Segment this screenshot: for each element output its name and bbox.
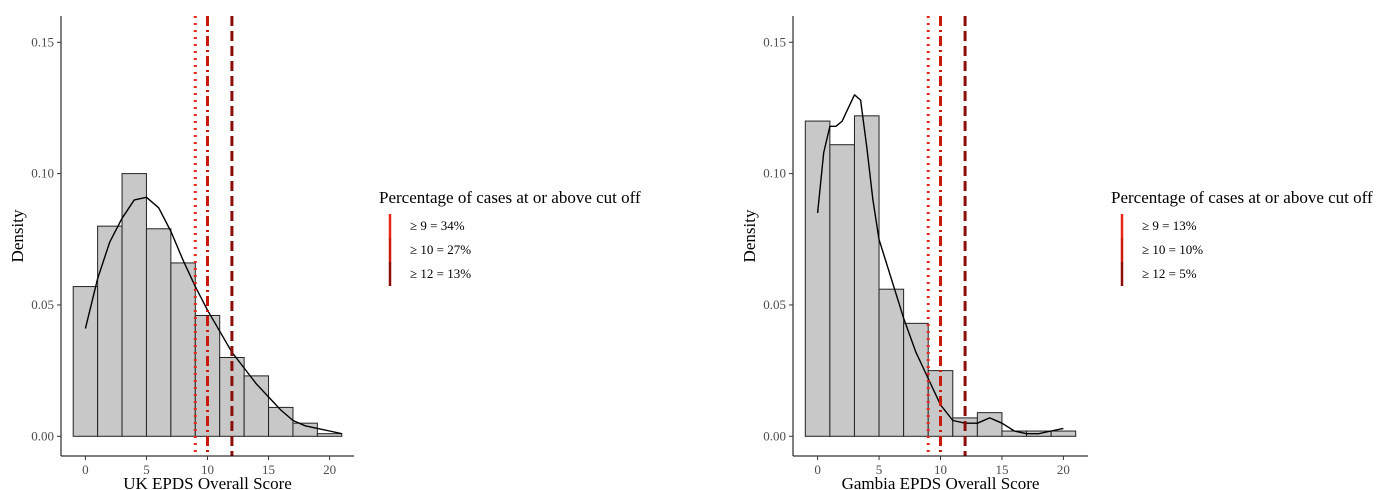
- y-tick-label: 0.05: [31, 297, 54, 312]
- x-tick-label: 15: [262, 462, 275, 477]
- x-tick-label: 10: [934, 462, 947, 477]
- legend-title: Percentage of cases at or above cut off: [1111, 188, 1373, 207]
- y-tick-label: 0.10: [31, 166, 54, 181]
- x-axis-title: UK EPDS Overall Score: [123, 474, 292, 490]
- histogram-bar: [72, 286, 99, 437]
- density-curve: [816, 94, 1064, 435]
- chart-panel-1: 0.00 0.05 0.10 0.15 0 5 10 15 20 UK EPDS Overall …: [8, 16, 641, 490]
- histogram-bar: [853, 115, 880, 437]
- histogram-bar: [316, 433, 343, 437]
- x-tick-label: 0: [814, 462, 821, 477]
- x-tick-label: 20: [1057, 462, 1070, 477]
- histogram-bar: [145, 228, 172, 437]
- histogram-bar: [976, 412, 1003, 437]
- x-tick-label: 0: [82, 462, 89, 477]
- histogram-bar: [1001, 430, 1028, 437]
- legend: Percentage of cases at or above cut off ≥…: [1111, 188, 1373, 286]
- y-tick-label: 0.00: [31, 428, 54, 443]
- y-axis-title: Density: [740, 209, 759, 262]
- histogram-bar: [121, 173, 147, 437]
- histogram-bar: [243, 375, 270, 437]
- histogram-bar: [829, 144, 855, 437]
- legend-entry: ≥ 12 = 5%: [1142, 266, 1197, 281]
- legend-entry: ≥ 12 = 13%: [410, 266, 471, 281]
- legend-entry: ≥ 9 = 34%: [410, 218, 465, 233]
- chart-panel-2: 0.00 0.05 0.10 0.15 0 5 10 15 20 Gambia EPDS Over…: [740, 16, 1373, 490]
- y-tick-label: 0.05: [763, 297, 786, 312]
- y-tick-label: 0.00: [763, 428, 786, 443]
- x-tick-label: 15: [995, 462, 1008, 477]
- x-axis-title: Gambia EPDS Overall Score: [842, 474, 1040, 490]
- histogram-bar: [170, 262, 196, 437]
- x-tick-label: 20: [323, 462, 336, 477]
- histogram-bar: [97, 225, 123, 437]
- legend-title: Percentage of cases at or above cut off: [379, 188, 641, 207]
- histogram-bar: [804, 120, 831, 437]
- y-tick-label: 0.10: [763, 166, 786, 181]
- density-curve: [84, 196, 342, 435]
- legend-entry: ≥ 10 = 10%: [1142, 242, 1203, 257]
- y-axis-title: Density: [8, 209, 27, 262]
- legend: Percentage of cases at or above cut off ≥…: [379, 188, 641, 286]
- y-tick-label: 0.15: [31, 34, 54, 49]
- x-tick-label: 5: [143, 462, 150, 477]
- x-tick-label: 5: [876, 462, 883, 477]
- x-tick-label: 10: [201, 462, 214, 477]
- y-tick-label: 0.15: [763, 34, 786, 49]
- histogram-bar: [903, 322, 929, 437]
- histogram-bar: [878, 288, 905, 437]
- histogram-bar: [1050, 430, 1077, 437]
- legend-entry: ≥ 10 = 27%: [410, 242, 471, 257]
- legend-entry: ≥ 9 = 13%: [1142, 218, 1197, 233]
- histogram-bar: [268, 406, 294, 437]
